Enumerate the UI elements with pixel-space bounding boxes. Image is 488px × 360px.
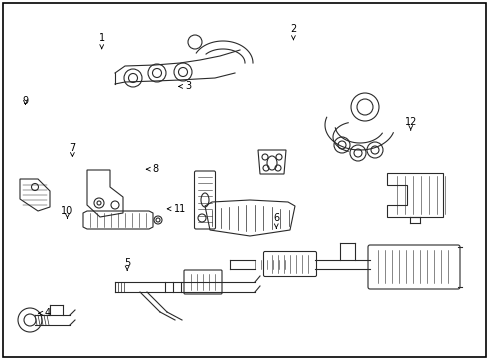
Text: 8: 8 [146,164,158,174]
Text: 2: 2 [290,24,296,40]
Text: 10: 10 [61,206,74,219]
Text: 3: 3 [179,81,191,91]
Text: 7: 7 [69,143,75,156]
Text: 1: 1 [99,33,104,49]
Text: 5: 5 [124,258,130,271]
Text: 9: 9 [22,96,28,106]
Text: 6: 6 [273,213,279,228]
Text: 11: 11 [167,204,186,214]
Text: 4: 4 [39,308,51,318]
Text: 12: 12 [404,117,416,130]
